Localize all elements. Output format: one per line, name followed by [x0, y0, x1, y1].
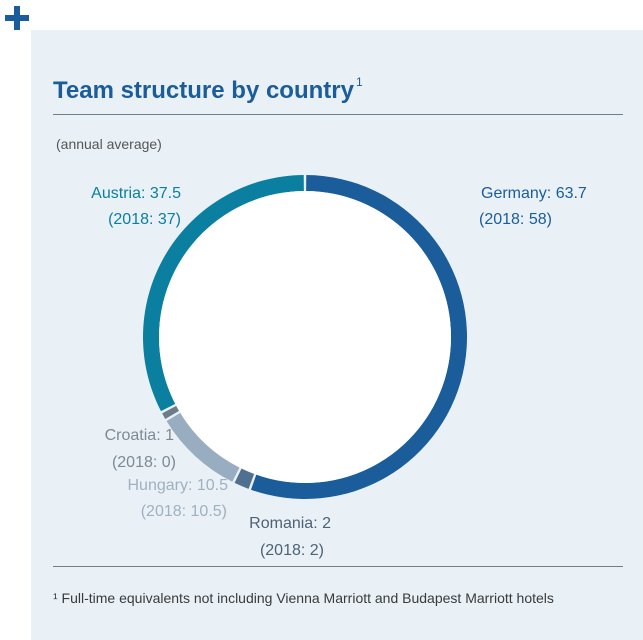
label-hungary-value: Hungary: 10.5: [127, 477, 228, 494]
donut-labels: Germany: 63.7 (2018: 58) Romania: 2 (201…: [91, 185, 587, 559]
donut-slices: [143, 175, 467, 499]
slice-hungary: [166, 412, 240, 482]
chart-title: Team structure by country 1: [53, 75, 363, 105]
label-romania-prev: (2018: 2): [260, 542, 324, 559]
title-divider: [53, 114, 623, 115]
label-germany-prev: (2018: 58): [479, 211, 552, 228]
label-hungary-prev: (2018: 10.5): [141, 503, 227, 520]
chart-title-text: Team structure by country: [53, 77, 354, 104]
plus-icon: [5, 6, 29, 30]
slice-austria: [143, 175, 304, 412]
label-germany-value: Germany: 63.7: [481, 185, 587, 202]
slice-romania: [234, 468, 255, 489]
footnote-divider: [53, 566, 623, 567]
slice-croatia: [162, 405, 180, 419]
donut-chart: Germany: 63.7 (2018: 58) Romania: 2 (201…: [91, 175, 587, 559]
label-croatia-value: Croatia: 1: [105, 427, 174, 444]
label-austria-prev: (2018: 37): [108, 211, 181, 228]
label-austria-value: Austria: 37.5: [91, 185, 181, 202]
chart-panel: Team structure by country 1 (annual avera…: [31, 30, 643, 640]
chart-subtitle: (annual average): [56, 136, 162, 152]
label-croatia-prev: (2018: 0): [112, 454, 176, 471]
footnote: ¹ Full-time equivalents not including Vi…: [53, 590, 554, 606]
donut-hole: [159, 191, 451, 483]
label-romania-value: Romania: 2: [249, 515, 331, 532]
title-footnote-marker: 1: [355, 75, 363, 89]
